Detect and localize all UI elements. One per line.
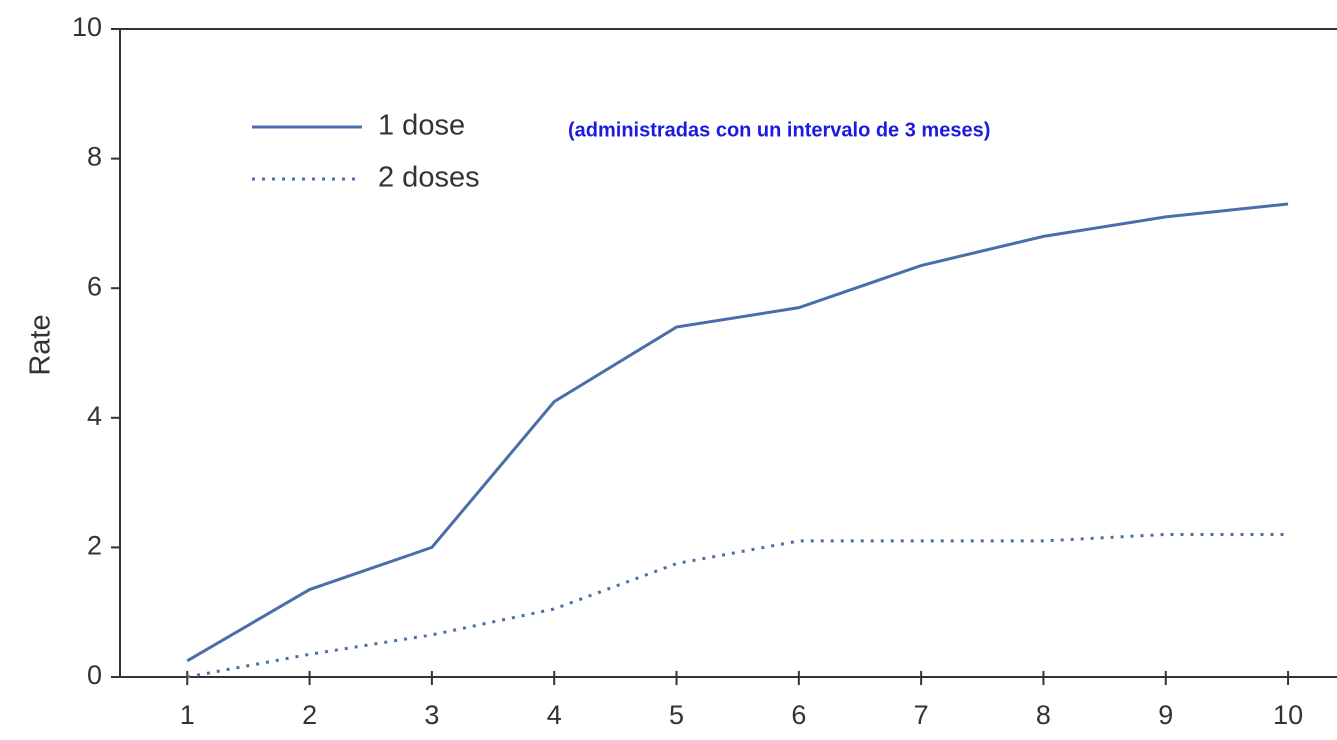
x-tick-label: 1 xyxy=(180,700,195,730)
x-tick-label: 5 xyxy=(669,700,684,730)
line-series xyxy=(186,202,1289,663)
line-series xyxy=(186,532,1289,679)
x-tick-label: 10 xyxy=(1273,700,1303,730)
annotation: (administradas con un intervalo de 3 mes… xyxy=(568,119,990,141)
x-tick-label: 4 xyxy=(547,700,562,730)
y-axis-label: Rate xyxy=(25,314,57,375)
y-tick-label: 10 xyxy=(72,12,102,42)
x-tick-label: 3 xyxy=(424,700,439,730)
y-tick-label: 0 xyxy=(87,660,102,690)
y-tick-label: 4 xyxy=(87,401,102,431)
x-tick-label: 2 xyxy=(302,700,317,730)
x-tick-label: 9 xyxy=(1158,700,1173,730)
y-tick-label: 2 xyxy=(87,531,102,561)
x-tick-label: 7 xyxy=(914,700,929,730)
legend-label: 2 doses xyxy=(378,162,480,194)
x-tick-label: 8 xyxy=(1036,700,1051,730)
legend-label: 1 dose xyxy=(378,110,465,142)
x-tick-label: 6 xyxy=(791,700,806,730)
y-tick-label: 6 xyxy=(87,271,102,301)
y-tick-label: 8 xyxy=(87,142,102,172)
